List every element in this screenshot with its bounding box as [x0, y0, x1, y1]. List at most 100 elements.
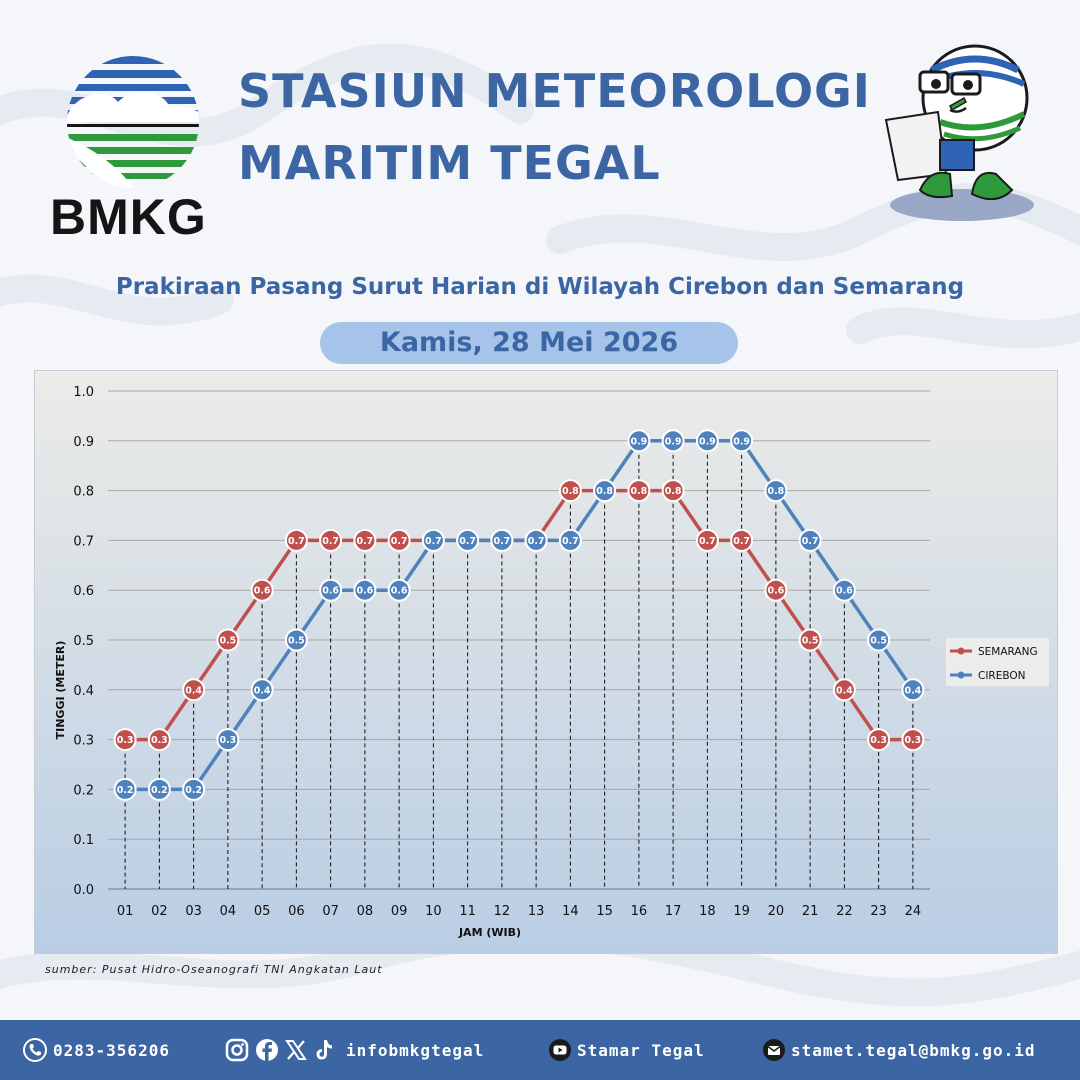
tide-chart: 0.3 0.3 0.4 0.5 0.6 0.7 0.7 0.7 0.7 0.7 0.7 0.7 0.7 0… [34, 370, 1058, 954]
chart-background [34, 370, 1058, 954]
data-point-cirebon [867, 628, 891, 652]
x-tick-label: 22 [836, 904, 853, 919]
y-tick-label: 0.5 [73, 634, 94, 649]
phone-number: 0283-356206 [53, 1040, 170, 1060]
footer-social[interactable]: infobmkgtegal [224, 1037, 484, 1063]
data-point-semarang [558, 479, 582, 503]
data-point-semarang [764, 578, 788, 602]
x-tick-label: 01 [117, 904, 134, 919]
data-label: 0.7 [288, 536, 305, 547]
data-label: 0.7 [425, 536, 442, 547]
x-tick-label: 02 [151, 904, 168, 919]
x-tick-label: 21 [802, 904, 819, 919]
y-tick-label: 0.8 [73, 485, 94, 500]
x-tick-label: 15 [596, 904, 613, 919]
data-point-cirebon [182, 777, 206, 801]
data-label: 0.8 [596, 486, 613, 497]
data-label: 0.7 [528, 536, 545, 547]
x-tick-label: 06 [288, 904, 305, 919]
data-label: 0.9 [665, 436, 682, 447]
data-point-semarang [182, 678, 206, 702]
data-point-semarang [627, 479, 651, 503]
data-label: 0.7 [493, 536, 510, 547]
data-point-semarang [730, 528, 754, 552]
data-label: 0.3 [151, 735, 168, 746]
data-label: 0.3 [904, 735, 921, 746]
x-axis-label: JAM (WIB) [458, 926, 521, 939]
data-point-cirebon [250, 678, 274, 702]
footer-bar: 0283-356206 infobmkgtegal Stamar Tegal [0, 1020, 1080, 1080]
legend-swatch-marker [957, 671, 965, 679]
data-label: 0.6 [356, 586, 373, 597]
tiktok-icon [316, 1040, 332, 1060]
data-point-semarang [901, 728, 925, 752]
data-label: 0.7 [322, 536, 339, 547]
x-tick-label: 03 [185, 904, 202, 919]
youtube-channel: Stamar Tegal [577, 1040, 705, 1060]
y-tick-label: 0.1 [73, 833, 94, 848]
data-point-cirebon [901, 678, 925, 702]
legend-box [946, 638, 1049, 686]
data-label: 0.4 [185, 685, 202, 696]
x-tick-label: 17 [665, 904, 682, 919]
y-tick-label: 1.0 [73, 385, 94, 400]
page-title-line2: MARITIM TEGAL [238, 136, 661, 190]
mascot-illustration [884, 44, 1034, 221]
data-label: 0.4 [904, 685, 921, 696]
data-label: 0.8 [665, 486, 682, 497]
data-point-semarang [319, 528, 343, 552]
x-tick-label: 16 [631, 904, 648, 919]
data-label: 0.9 [630, 436, 647, 447]
data-label: 0.4 [836, 685, 853, 696]
x-tick-label: 09 [391, 904, 408, 919]
y-tick-label: 0.4 [73, 684, 94, 699]
x-icon [285, 1040, 307, 1060]
x-tick-label: 20 [768, 904, 785, 919]
data-label: 0.9 [699, 436, 716, 447]
footer-email[interactable]: stamet.tegal@bmkg.go.id [762, 1037, 1036, 1063]
footer-phone[interactable]: 0283-356206 [22, 1037, 170, 1063]
subtitle: Prakiraan Pasang Surut Harian di Wilayah… [115, 274, 965, 300]
email-address: stamet.tegal@bmkg.go.id [791, 1040, 1036, 1060]
data-point-semarang [387, 528, 411, 552]
page-title-line1: STASIUN METEOROLOGI [238, 64, 871, 118]
data-point-semarang [695, 528, 719, 552]
x-tick-label: 07 [322, 904, 339, 919]
data-label: 0.2 [185, 785, 202, 796]
data-label: 0.3 [219, 735, 236, 746]
youtube-icon [549, 1039, 571, 1061]
data-point-cirebon [216, 728, 240, 752]
phone-icon [23, 1038, 47, 1062]
data-label: 0.6 [254, 586, 271, 597]
data-label: 0.7 [562, 536, 579, 547]
data-point-semarang [798, 628, 822, 652]
instagram-icon [225, 1038, 249, 1062]
data-label: 0.5 [802, 636, 819, 647]
data-point-cirebon [456, 528, 480, 552]
data-point-semarang [832, 678, 856, 702]
data-label: 0.3 [117, 735, 134, 746]
x-tick-label: 14 [562, 904, 579, 919]
data-point-semarang [867, 728, 891, 752]
data-point-semarang [216, 628, 240, 652]
data-label: 0.5 [219, 636, 236, 647]
y-tick-label: 0.3 [73, 734, 94, 749]
data-label: 0.7 [699, 536, 716, 547]
x-tick-label: 04 [220, 904, 237, 919]
data-point-cirebon [353, 578, 377, 602]
x-tick-label: 08 [357, 904, 374, 919]
data-point-cirebon [284, 628, 308, 652]
facebook-icon [256, 1039, 278, 1061]
x-tick-label: 10 [425, 904, 442, 919]
x-tick-label: 18 [699, 904, 716, 919]
data-label: 0.6 [767, 586, 784, 597]
data-label: 0.5 [288, 636, 305, 647]
data-label: 0.4 [254, 685, 271, 696]
data-label: 0.8 [630, 486, 647, 497]
y-tick-label: 0.0 [73, 883, 94, 898]
data-label: 0.2 [151, 785, 168, 796]
data-label: 0.8 [767, 486, 784, 497]
footer-youtube[interactable]: Stamar Tegal [548, 1037, 705, 1063]
data-point-cirebon [661, 429, 685, 453]
legend-label-semarang: SEMARANG [978, 646, 1038, 658]
